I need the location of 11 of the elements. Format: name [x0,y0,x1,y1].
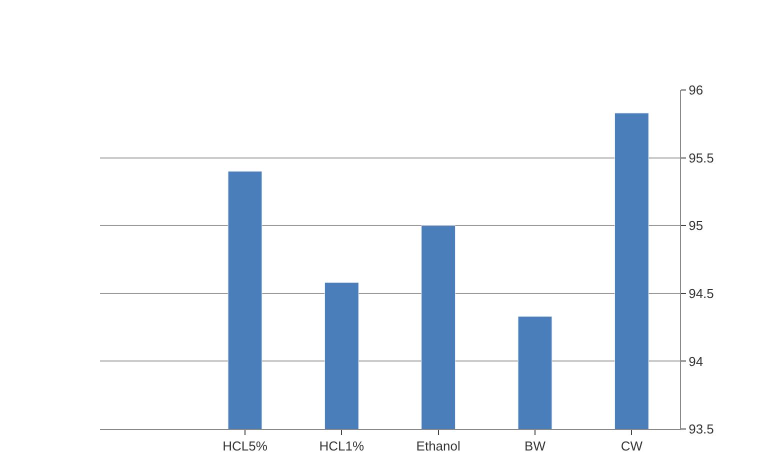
y-tick-label: 94.5 [688,286,714,301]
x-tick-label: CW [620,438,644,454]
x-tick-label: HCL5% [222,438,268,454]
x-tick-label: Ethanol [416,438,460,454]
y-tick-label: 96 [688,82,704,98]
x-tick-label: HCL1% [319,438,365,454]
x-tick-label: BW [524,438,546,454]
y-tick-label: 94 [688,354,704,369]
y-tick-label: 93.5 [688,422,714,437]
y-tick-label: 95 [688,218,704,234]
y-tick-label: 95.5 [688,150,714,166]
